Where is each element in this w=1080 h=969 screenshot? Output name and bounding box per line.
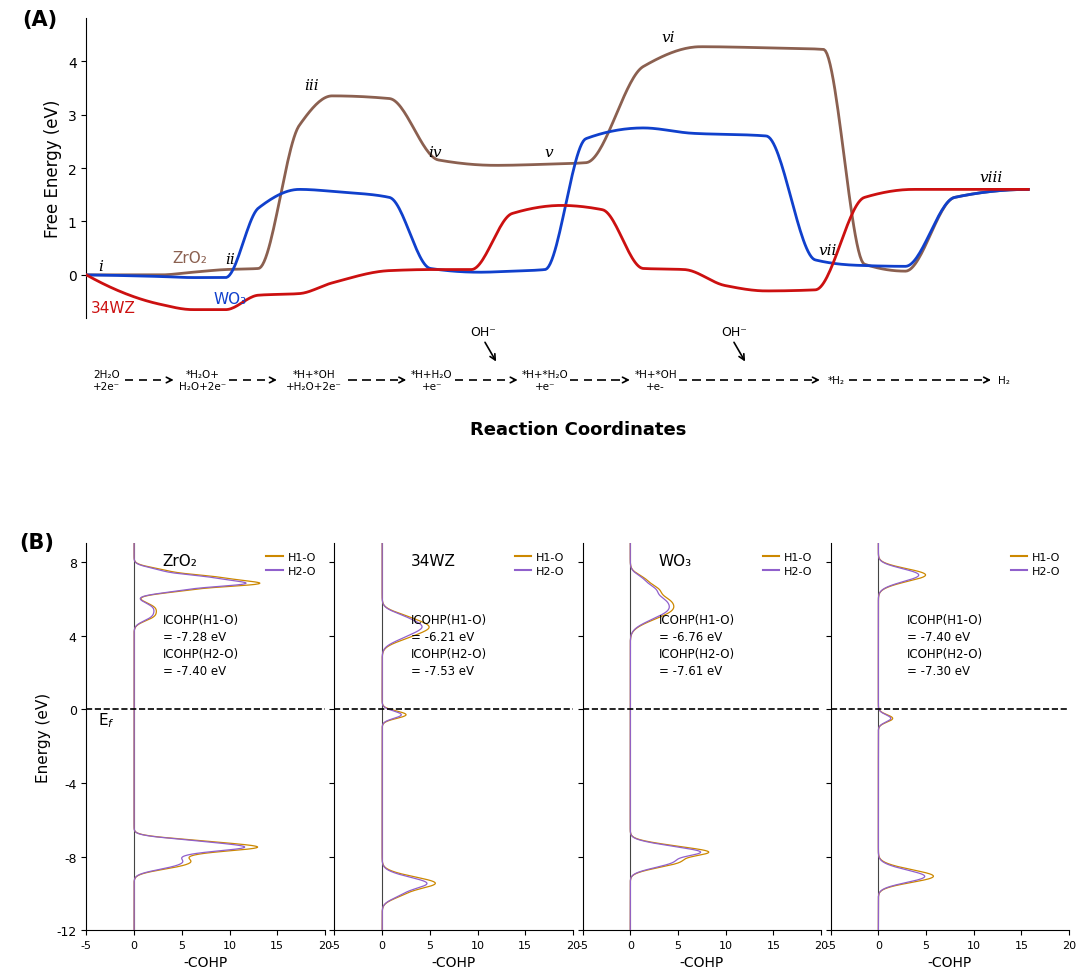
Legend: H1-O, H2-O: H1-O, H2-O xyxy=(511,549,567,579)
Text: 34WZ: 34WZ xyxy=(91,301,135,316)
Text: ICOHP(H1-O)
= -6.21 eV
ICOHP(H2-O)
= -7.53 eV: ICOHP(H1-O) = -6.21 eV ICOHP(H2-O) = -7.… xyxy=(410,613,487,677)
Text: 2H₂O
+2e⁻: 2H₂O +2e⁻ xyxy=(93,370,121,391)
Legend: H1-O, H2-O: H1-O, H2-O xyxy=(759,549,815,579)
Text: H₂: H₂ xyxy=(998,376,1010,386)
Text: v: v xyxy=(544,146,553,160)
Text: OH⁻: OH⁻ xyxy=(471,327,497,339)
Text: vii: vii xyxy=(819,243,837,257)
Legend: H1-O, H2-O: H1-O, H2-O xyxy=(1008,549,1064,579)
X-axis label: -COHP: -COHP xyxy=(432,955,476,969)
Legend: H1-O, H2-O: H1-O, H2-O xyxy=(264,549,320,579)
X-axis label: -COHP: -COHP xyxy=(928,955,972,969)
Text: WO₃: WO₃ xyxy=(659,553,692,569)
Text: iii: iii xyxy=(305,78,319,93)
Text: (B): (B) xyxy=(19,532,54,552)
Text: *H₂: *H₂ xyxy=(827,376,845,386)
Text: OH⁻: OH⁻ xyxy=(721,327,747,339)
Y-axis label: Energy (eV): Energy (eV) xyxy=(36,692,51,782)
Text: *H+H₂O
+e⁻: *H+H₂O +e⁻ xyxy=(411,370,453,391)
Text: i: i xyxy=(98,260,104,273)
Text: viii: viii xyxy=(980,172,1003,185)
Text: ICOHP(H1-O)
= -6.76 eV
ICOHP(H2-O)
= -7.61 eV: ICOHP(H1-O) = -6.76 eV ICOHP(H2-O) = -7.… xyxy=(659,613,735,677)
Text: *H+*H₂O
+e⁻: *H+*H₂O +e⁻ xyxy=(522,370,568,391)
Text: iv: iv xyxy=(428,146,442,160)
Text: ICOHP(H1-O)
= -7.40 eV
ICOHP(H2-O)
= -7.30 eV: ICOHP(H1-O) = -7.40 eV ICOHP(H2-O) = -7.… xyxy=(907,613,983,677)
Text: WO₃: WO₃ xyxy=(214,292,246,306)
Text: Reaction Coordinates: Reaction Coordinates xyxy=(470,421,686,439)
Text: *H+*OH
+e-: *H+*OH +e- xyxy=(634,370,677,391)
Text: ZrO₂: ZrO₂ xyxy=(163,553,198,569)
Text: 34WZ: 34WZ xyxy=(410,553,456,569)
Text: (A): (A) xyxy=(23,11,57,30)
X-axis label: -COHP: -COHP xyxy=(184,955,228,969)
Text: ii: ii xyxy=(225,253,234,266)
Text: vi: vi xyxy=(661,31,675,45)
X-axis label: -COHP: -COHP xyxy=(679,955,724,969)
Text: ZrO₂: ZrO₂ xyxy=(173,250,207,266)
Text: *H+*OH
+H₂O+2e⁻: *H+*OH +H₂O+2e⁻ xyxy=(286,370,342,391)
Text: E$_f$: E$_f$ xyxy=(98,710,114,729)
Text: ICOHP(H1-O)
= -7.28 eV
ICOHP(H2-O)
= -7.40 eV: ICOHP(H1-O) = -7.28 eV ICOHP(H2-O) = -7.… xyxy=(163,613,239,677)
Y-axis label: Free Energy (eV): Free Energy (eV) xyxy=(44,100,63,238)
Text: *H₂O+
H₂O+2e⁻: *H₂O+ H₂O+2e⁻ xyxy=(179,370,227,391)
